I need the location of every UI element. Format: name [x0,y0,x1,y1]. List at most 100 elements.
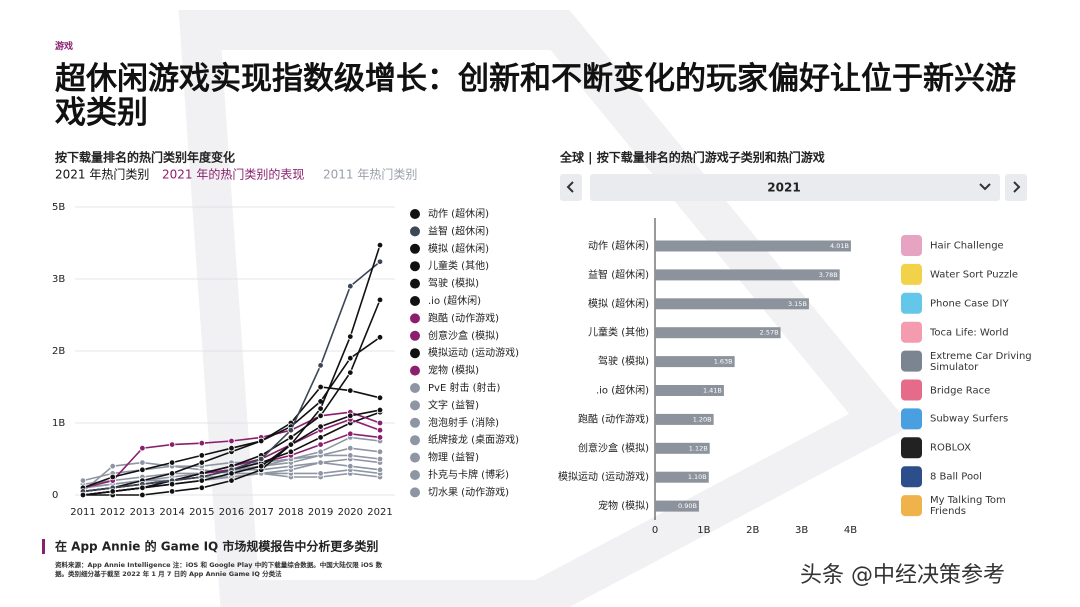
game-icon [901,408,922,430]
category-label: 跑酷 (动作游戏) [578,412,649,425]
data-point [228,437,235,445]
game-name: 8 Ball Pool [930,471,982,483]
report-link[interactable]: 在 App Annie 的 Game IQ 市场规模报告中分析更多类别 [55,539,378,554]
x-tick-label: 2020 [338,507,363,518]
legend-label: 跑酷 (动作游戏) [428,311,499,324]
x-tick-label: 2012 [100,507,125,518]
data-point [228,477,235,484]
legend-marker [410,487,420,498]
data-point [376,241,384,249]
data-point [347,369,354,376]
game-name: Hair Challenge [930,240,1004,252]
left-chart-title: 按下载量排名的热门类别年度变化 [55,150,235,165]
data-point [376,334,384,341]
data-point [376,455,384,463]
value-label: 1.20B [693,415,712,423]
game-icon [901,350,922,372]
bar [655,442,710,454]
data-point [347,412,354,419]
bar [655,385,724,396]
game-icon [901,437,922,459]
data-point [287,448,295,455]
bar [655,356,735,368]
data-point [347,387,354,394]
bar [655,500,699,512]
legend-label: 创意沙盒 (模拟) [428,329,499,342]
data-point [347,333,354,340]
data-point [287,434,295,441]
data-point [317,441,324,448]
value-label: 3.78B [819,271,838,279]
data-point [287,427,295,434]
dropdown-icon [979,183,991,191]
data-point [317,412,324,419]
data-point [109,463,116,470]
x-tick-label: 2019 [308,507,333,518]
legend-label: .io (超休闲) [428,294,481,307]
legend-label: 扑克与卡牌 (博彩) [428,468,509,481]
x-tick-label: 2018 [278,507,303,518]
legend-marker [410,400,420,411]
data-point [317,470,324,477]
game-name: My Talking Tom Friends [930,495,1006,518]
value-label: 4.01B [830,242,849,250]
data-point [376,258,384,265]
data-point [258,463,265,470]
game-name: Bridge Race [930,385,991,396]
data-point [228,445,235,452]
legend-marker [410,313,420,324]
y-tick-label: 2B [52,346,65,357]
data-point [168,488,176,495]
legend-marker [410,470,420,480]
year-selector[interactable] [590,174,1000,201]
data-point [376,434,384,441]
legend-marker [410,435,420,446]
y-tick-label: 1B [52,418,65,429]
category-label: 益智 (超休闲) [588,268,649,281]
legend-label: 儿童类 (其他) [428,259,489,272]
y-tick-label: 3B [52,274,65,285]
legend-marker [410,417,420,428]
category-label: 驾驶 (模拟) [598,355,649,368]
legend-label: 物理 (益智) [428,451,479,464]
data-point [376,419,384,427]
x-tick-label: 2013 [130,507,155,518]
data-point [198,477,205,484]
category-label: 模拟 (超休闲) [588,297,649,310]
data-point [317,434,324,441]
category-label: 儿童类 (其他) [588,326,649,339]
x-tick-label: 4B [844,525,857,536]
data-point [198,459,205,466]
game-name: Phone Case DIY [930,298,1009,310]
data-point [79,491,87,499]
next-button[interactable] [1005,174,1027,201]
legend-label: 切水果 (动作游戏) [428,485,509,498]
legend-label: 纸牌接龙 (桌面游戏) [428,433,519,446]
bar [655,413,714,425]
y-tick-label: 0 [52,490,58,501]
bar [655,298,809,310]
data-point [198,439,205,447]
data-point [317,383,324,391]
prev-button[interactable] [560,174,582,201]
data-point [376,427,384,434]
legend-marker [410,383,420,393]
legend-marker [410,348,420,359]
game-icon [901,379,922,401]
legend-label: 模拟运动 (运动游戏) [428,346,519,359]
data-point [317,459,324,466]
y-tick-label: 5B [52,202,65,213]
prev-icon [566,181,574,193]
x-tick-label: 0 [652,525,658,536]
data-point [347,355,354,362]
data-point [347,463,354,470]
legend-marker [410,261,420,272]
legend-marker [410,226,420,237]
data-point [139,445,146,452]
data-point [198,484,205,491]
data-point [347,452,354,459]
data-point [317,405,324,412]
legend-label: PvE 射击 (射击) [428,382,501,394]
value-label: 1.10B [688,473,707,481]
